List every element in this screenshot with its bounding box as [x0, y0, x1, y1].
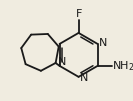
Text: NH$_2$: NH$_2$ [112, 59, 133, 73]
Text: N: N [99, 38, 108, 48]
Text: N: N [58, 57, 66, 67]
Text: F: F [75, 9, 82, 19]
Text: N: N [80, 73, 89, 83]
